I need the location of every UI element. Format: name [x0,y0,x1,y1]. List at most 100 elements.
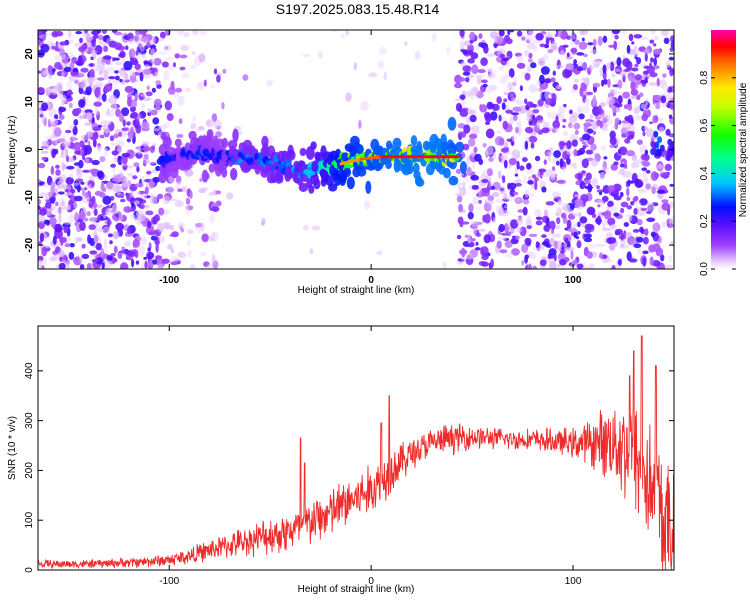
noise-speckle [504,240,513,249]
noise-speckle [550,77,556,83]
noise-speckle [541,127,550,134]
noise-speckle [51,45,56,50]
noise-speckle [634,179,644,188]
noise-speckle [657,192,664,200]
noise-speckle [50,165,55,175]
noise-speckle [552,70,556,76]
noise-speckle [135,191,141,196]
noise-speckle [467,58,475,64]
noise-speckle [513,179,523,183]
noise-speckle [621,133,627,138]
noise-speckle [503,98,508,103]
noise-speckle [603,156,608,160]
noise-speckle [129,106,136,113]
noise-speckle [459,131,467,138]
noise-speckle [467,235,472,245]
noise-speckle [572,212,581,217]
ridge-halo [308,185,315,194]
noise-speckle [627,114,634,124]
noise-speckle [642,126,649,131]
noise-speckle [555,224,561,230]
noise-speckle [84,109,93,114]
noise-speckle [170,80,175,90]
noise-speckle [158,51,167,55]
noise-speckle [189,264,196,269]
noise-speckle [546,31,552,39]
noise-speckle [525,126,534,134]
noise-speckle [639,226,644,233]
noise-speckle [115,108,122,118]
noise-speckle [162,222,171,226]
ridge-tail-blob [657,149,663,157]
colorbar: 0.0 0.2 0.4 0.6 0.8 Normalized spectral ampl… [699,30,749,276]
noise-speckle [302,225,309,231]
noise-speckle [378,46,387,55]
ridge-halo [221,167,228,178]
colorbar-label: Normalized spectral amplitude [738,82,749,217]
noise-speckle [77,55,83,66]
noise-speckle [592,82,601,88]
noise-speckle [572,162,578,169]
noise-speckle [562,130,569,137]
noise-speckle [163,44,172,52]
noise-speckle [616,57,622,67]
noise-speckle [192,30,199,36]
noise-speckle [602,227,611,232]
noise-speckle [78,99,86,108]
noise-speckle [181,185,187,193]
noise-speckle [175,182,180,190]
noise-speckle [633,243,642,249]
snr-x-ticks: -100 0 100 [159,326,582,587]
noise-speckle [95,228,105,232]
noise-speckle [129,190,134,199]
noise-speckle [498,236,508,241]
noise-speckle [91,53,97,60]
noise-speckle [657,117,664,122]
noise-speckle [576,52,585,56]
noise-speckle [592,95,597,105]
noise-speckle [602,195,609,202]
noise-speckle [649,256,654,266]
noise-speckle [514,173,519,177]
noise-speckle [141,175,145,185]
noise-speckle [631,67,639,72]
snr-y-ticks: 0 100 200 300 400 [24,362,674,573]
noise-speckle [302,53,310,58]
noise-speckle [656,189,666,194]
noise-speckle [126,121,131,126]
noise-speckle [556,206,562,217]
noise-speckle [459,109,469,117]
noise-speckle [158,235,165,244]
noise-speckle [83,145,92,155]
noise-speckle [152,259,158,265]
noise-speckle [653,57,657,66]
noise-speckle [79,221,86,232]
noise-speckle [582,133,591,141]
noise-speckle [478,33,483,39]
noise-speckle [135,260,140,265]
noise-speckle [599,171,605,179]
noise-speckle [104,119,112,125]
noise-speckle [68,124,75,130]
noise-speckle [504,141,509,150]
noise-speckle [146,170,152,175]
noise-speckle [644,228,649,236]
noise-speckle [459,30,465,37]
noise-speckle [539,259,547,267]
noise-speckle [161,61,169,68]
noise-speckle [68,213,75,223]
noise-speckle [652,222,661,232]
noise-speckle [645,169,651,174]
noise-speckle [150,48,155,58]
noise-speckle [596,199,605,205]
noise-speckle [466,166,472,176]
ridge-halo [365,180,372,194]
noise-speckle [55,264,59,269]
noise-speckle [548,258,555,265]
noise-speckle [59,41,69,46]
noise-speckle [602,64,607,74]
noise-speckle [459,94,466,100]
noise-speckle [641,160,645,166]
noise-speckle [524,72,531,81]
noise-speckle [591,120,598,130]
